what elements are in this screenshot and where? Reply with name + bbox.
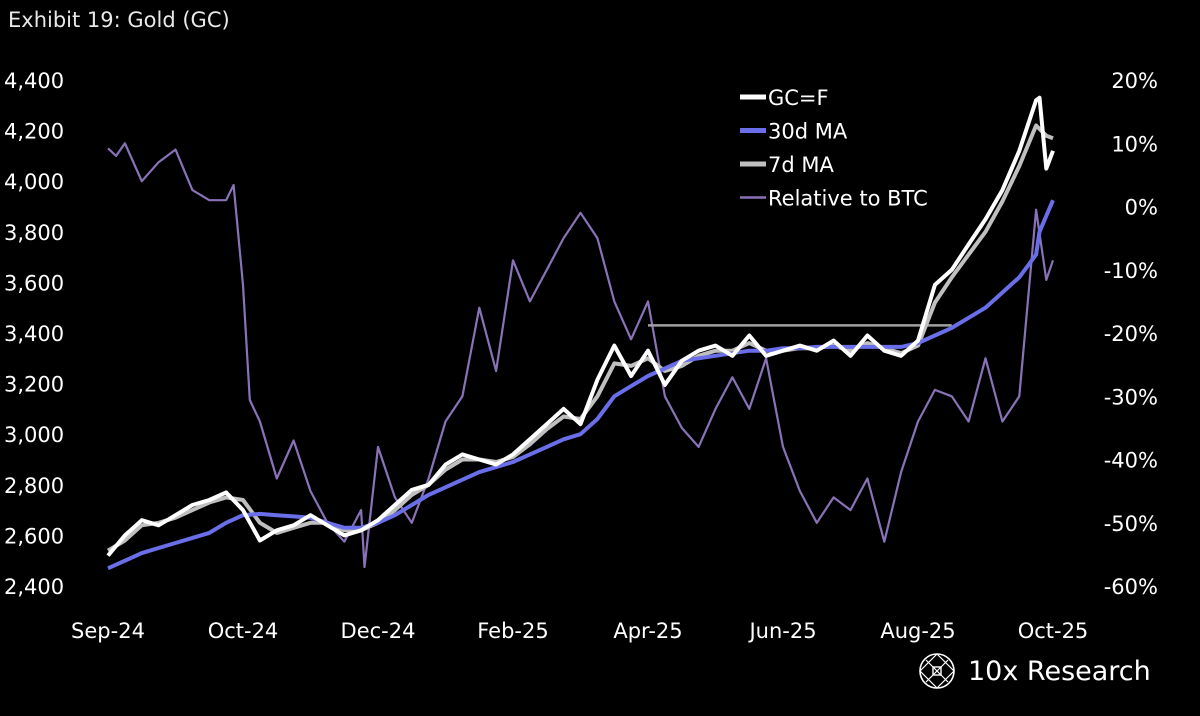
- series-relative-to-btc: [107, 142, 1055, 569]
- left-axis-tick: 3,800: [4, 221, 64, 245]
- x-axis-tick: Feb-25: [477, 619, 548, 643]
- legend-label: Relative to BTC: [768, 187, 928, 211]
- legend-label: 30d MA: [768, 120, 848, 144]
- left-axis-tick: 3,600: [4, 271, 64, 295]
- series-30d-ma: [107, 199, 1055, 571]
- right-axis-tick: -10%: [1104, 259, 1158, 283]
- plot-area: [106, 95, 1055, 571]
- x-axis-tick: Jun-25: [747, 619, 816, 643]
- legend-label: GC=F: [768, 86, 829, 110]
- left-axis-tick: 3,200: [4, 373, 64, 397]
- left-axis-tick: 2,400: [4, 575, 64, 599]
- left-axis-tick: 2,600: [4, 524, 64, 548]
- legend: GC=F 30d MA 7d MA Relative to BTC: [740, 86, 928, 211]
- right-axis-tick: 0%: [1125, 196, 1158, 220]
- right-axis-tick: -20%: [1104, 322, 1158, 346]
- x-axis-tick: Oct-25: [1018, 619, 1089, 643]
- left-axis-tick: 4,000: [4, 170, 64, 194]
- right-axis-tick: -60%: [1104, 575, 1158, 599]
- series-gc-f: [106, 95, 1055, 557]
- left-axis-tick: 3,400: [4, 322, 64, 346]
- left-axis-tick: 2,800: [4, 474, 64, 498]
- left-axis-tick: 3,000: [4, 423, 64, 447]
- left-axis-tick: 4,200: [4, 120, 64, 144]
- left-axis: 2,400 2,600 2,800 3,000 3,200 3,400 3,600 3,800…: [4, 69, 64, 599]
- brand-logo: 10x Research: [918, 652, 1151, 690]
- x-axis-tick: Apr-25: [613, 619, 682, 643]
- right-axis-tick: 20%: [1111, 69, 1158, 93]
- brand-name: 10x Research: [968, 655, 1151, 687]
- x-axis-tick: Sep-24: [71, 619, 145, 643]
- x-axis-tick: Dec-24: [341, 619, 416, 643]
- right-axis-tick: -50%: [1104, 512, 1158, 536]
- right-axis-tick: 10%: [1111, 132, 1158, 156]
- x-axis-tick: Aug-25: [880, 619, 955, 643]
- chart-title: Exhibit 19: Gold (GC): [8, 8, 230, 32]
- right-axis-tick: -40%: [1104, 449, 1158, 473]
- x-axis-tick: Oct-24: [208, 619, 279, 643]
- x-axis: Sep-24 Oct-24 Dec-24 Feb-25 Apr-25 Jun-25 Aug-…: [71, 619, 1088, 643]
- legend-label: 7d MA: [768, 153, 834, 177]
- logo-icon: [919, 653, 955, 689]
- left-axis-tick: 4,400: [4, 69, 64, 93]
- right-axis-tick: -30%: [1104, 385, 1158, 409]
- right-axis: -60% -50% -40% -30% -20% -10% 0% 10% 20%: [1104, 69, 1158, 599]
